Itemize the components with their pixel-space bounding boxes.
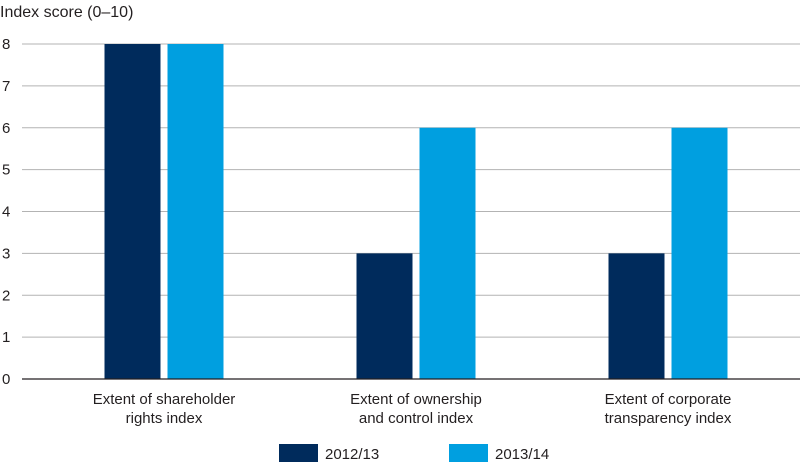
x-category-label-line: Extent of shareholder [93, 391, 236, 408]
x-category-label-line: Extent of corporate [605, 391, 732, 408]
y-tick-label: 2 [2, 287, 10, 304]
x-category-label-line: rights index [126, 410, 203, 427]
legend-swatch [279, 444, 318, 462]
legend-label: 2013/14 [495, 446, 549, 462]
x-category-label-line: transparency index [605, 410, 732, 427]
y-tick-label: 5 [2, 162, 10, 179]
bar-2012-13-1 [356, 253, 413, 379]
y-tick-label: 1 [2, 329, 10, 346]
legend-label: 2012/13 [325, 446, 379, 462]
bar-2013-14-1 [419, 127, 476, 379]
x-category-label-line: Extent of ownership [350, 391, 482, 408]
y-tick-label: 8 [2, 36, 10, 53]
bar-2012-13-2 [608, 253, 665, 379]
y-axis-label: Index score (0–10) [0, 4, 133, 21]
y-tick-label: 0 [2, 371, 10, 388]
y-tick-label: 4 [2, 204, 10, 221]
y-tick-label: 7 [2, 78, 10, 95]
x-category-label: Extent of corporate transparency index [605, 391, 732, 427]
y-tick-label: 6 [2, 120, 10, 137]
bar-2012-13-0 [104, 44, 161, 379]
y-axis-ticks: 0 1 2 3 4 5 6 7 8 [2, 36, 10, 388]
x-category-label: Extent of shareholder rights index [93, 391, 236, 427]
bar-2013-14-2 [671, 127, 728, 379]
y-tick-label: 3 [2, 245, 10, 262]
x-category-label: Extent of ownership and control index [350, 391, 482, 427]
x-category-label-line: and control index [359, 410, 474, 427]
legend: 2012/13 2013/14 [279, 444, 549, 462]
x-axis-category-labels: Extent of shareholder rights indexExtent … [93, 391, 732, 427]
bars [104, 44, 728, 379]
legend-swatch [449, 444, 488, 462]
bar-2013-14-0 [167, 44, 224, 379]
